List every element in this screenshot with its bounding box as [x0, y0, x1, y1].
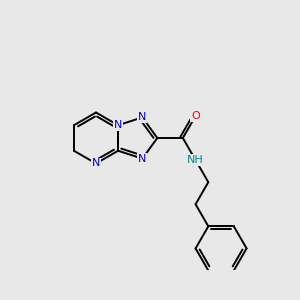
Text: N: N — [92, 158, 100, 169]
Text: N: N — [138, 112, 146, 122]
Text: N: N — [138, 154, 146, 164]
Text: N: N — [114, 120, 122, 130]
Text: O: O — [191, 111, 200, 121]
Text: NH: NH — [187, 155, 204, 165]
